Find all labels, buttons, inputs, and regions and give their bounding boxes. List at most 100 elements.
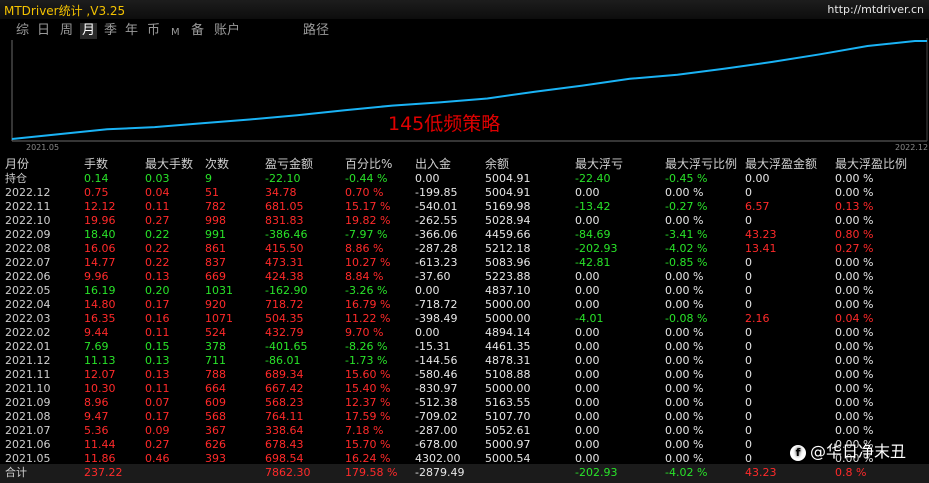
- row-label[interactable]: 2022.10: [5, 214, 51, 227]
- row-label[interactable]: 2022.01: [5, 340, 51, 353]
- header-count[interactable]: 次数: [205, 157, 230, 171]
- cell-max-floating-profit: 0: [745, 270, 752, 283]
- cell-percent: 16.79 %: [345, 298, 391, 311]
- cell-pnl: 831.83: [265, 214, 304, 227]
- watermark: f @华日净末丑: [790, 438, 906, 462]
- website-link[interactable]: http://mtdriver.cn: [827, 3, 924, 16]
- cell-max-floating-profit: 0: [745, 452, 752, 465]
- row-label[interactable]: 2022.07: [5, 256, 51, 269]
- row-label[interactable]: 2021.11: [5, 368, 51, 381]
- row-label[interactable]: 2022.05: [5, 284, 51, 297]
- tab-quarter[interactable]: 季: [104, 23, 118, 38]
- cell-max-floating-loss-pct: 0.00 %: [665, 326, 704, 339]
- header-deposit[interactable]: 出入金: [415, 157, 452, 171]
- cell-deposit: -613.23: [415, 256, 458, 269]
- cell-count: 393: [205, 452, 226, 465]
- tab-overview[interactable]: 综: [16, 23, 30, 38]
- header-max-floating-loss-pct[interactable]: 最大浮亏比例: [665, 157, 738, 171]
- cell-lots: 16.06: [84, 242, 116, 255]
- cell-max-floating-loss: 0.00: [575, 298, 600, 311]
- row-label[interactable]: 2021.07: [5, 424, 51, 437]
- cell-max-lots: 0.17: [145, 298, 170, 311]
- row-label[interactable]: 2022.12: [5, 186, 51, 199]
- cell-max-floating-profit-pct: 0.13 %: [835, 200, 874, 213]
- cell-max-floating-profit: 13.41: [745, 242, 777, 255]
- header-lots[interactable]: 手数: [84, 157, 109, 171]
- cell-max-lots: 0.11: [145, 382, 170, 395]
- header-percent[interactable]: 百分比%: [345, 157, 393, 171]
- cell-percent: 16.24 %: [345, 452, 391, 465]
- row-label[interactable]: 2021.05: [5, 452, 51, 465]
- cell-deposit: 0.00: [415, 326, 440, 339]
- row-label[interactable]: 2022.08: [5, 242, 51, 255]
- total-row-bg: [0, 464, 929, 483]
- tab-note[interactable]: 备: [191, 23, 205, 38]
- row-label[interactable]: 2022.11: [5, 200, 51, 213]
- cell-balance: 5169.98: [485, 200, 531, 213]
- cell-lots: 14.80: [84, 298, 116, 311]
- tab-day[interactable]: 日: [37, 23, 51, 38]
- cell-deposit: -287.28: [415, 242, 458, 255]
- cell-deposit: -580.46: [415, 368, 458, 381]
- row-label[interactable]: 2022.09: [5, 228, 51, 241]
- row-label[interactable]: 2021.10: [5, 382, 51, 395]
- cell-balance: 5212.18: [485, 242, 531, 255]
- chart-title: 145低频策略: [388, 113, 501, 135]
- row-label[interactable]: 2021.12: [5, 354, 51, 367]
- row-label[interactable]: 持仓: [5, 172, 27, 185]
- total-pnl: 7862.30: [265, 466, 311, 479]
- cell-max-floating-profit: 0: [745, 284, 752, 297]
- cell-max-floating-loss-pct: 0.00 %: [665, 396, 704, 409]
- row-label[interactable]: 2022.02: [5, 326, 51, 339]
- cell-balance: 5083.96: [485, 256, 531, 269]
- cell-percent: 9.70 %: [345, 326, 384, 339]
- cell-lots: 5.36: [84, 424, 109, 437]
- cell-lots: 10.30: [84, 382, 116, 395]
- header-max-lots[interactable]: 最大手数: [145, 157, 194, 171]
- cell-lots: 0.75: [84, 186, 109, 199]
- tab-week[interactable]: 周: [60, 23, 74, 38]
- cell-max-floating-loss-pct: 0.00 %: [665, 410, 704, 423]
- row-label[interactable]: 2021.08: [5, 410, 51, 423]
- cell-lots: 7.69: [84, 340, 109, 353]
- row-label[interactable]: 2022.03: [5, 312, 51, 325]
- cell-deposit: 0.00: [415, 284, 440, 297]
- row-label[interactable]: 2022.06: [5, 270, 51, 283]
- header-pnl[interactable]: 盈亏金额: [265, 157, 314, 171]
- row-label[interactable]: 2021.09: [5, 396, 51, 409]
- header-max-floating-loss[interactable]: 最大浮亏: [575, 157, 624, 171]
- header-month[interactable]: 月份: [5, 157, 30, 171]
- tab-currency[interactable]: 币: [147, 23, 161, 38]
- cell-max-floating-profit-pct: 0.00 %: [835, 438, 874, 451]
- equity-line: [11, 40, 927, 140]
- header-max-floating-profit-pct[interactable]: 最大浮盈比例: [835, 157, 908, 171]
- cell-max-floating-profit-pct: 0.00 %: [835, 410, 874, 423]
- cell-pnl: -86.01: [265, 354, 301, 367]
- tab-month[interactable]: 月: [80, 23, 98, 39]
- tab-m[interactable]: M: [171, 27, 180, 38]
- row-label[interactable]: 2022.04: [5, 298, 51, 311]
- cell-max-floating-loss-pct: 0.00 %: [665, 368, 704, 381]
- cell-deposit: -540.01: [415, 200, 458, 213]
- cell-max-floating-profit-pct: 0.00 %: [835, 298, 874, 311]
- cell-percent: 12.37 %: [345, 396, 391, 409]
- cell-max-lots: 0.13: [145, 368, 170, 381]
- cell-percent: 15.40 %: [345, 382, 391, 395]
- tab-account[interactable]: 账户: [214, 23, 241, 38]
- cell-max-lots: 0.11: [145, 200, 170, 213]
- total-max-floating-profit-pct: 0.8 %: [835, 466, 867, 479]
- header-max-floating-profit[interactable]: 最大浮盈金额: [745, 157, 818, 171]
- cell-max-floating-loss: 0.00: [575, 396, 600, 409]
- cell-max-floating-loss-pct: 0.00 %: [665, 340, 704, 353]
- cell-max-floating-loss-pct: -3.41 %: [665, 228, 708, 241]
- cell-max-floating-profit: 43.23: [745, 228, 777, 241]
- cell-deposit: -830.97: [415, 382, 458, 395]
- cell-max-floating-profit-pct: 0.00 %: [835, 214, 874, 227]
- cell-max-floating-loss-pct: 0.00 %: [665, 382, 704, 395]
- tab-year[interactable]: 年: [125, 23, 139, 38]
- tab-path[interactable]: 路径: [303, 23, 330, 38]
- cell-max-lots: 0.15: [145, 340, 170, 353]
- header-balance[interactable]: 余额: [485, 157, 510, 171]
- row-label[interactable]: 2021.06: [5, 438, 51, 451]
- cell-max-floating-loss-pct: 0.00 %: [665, 284, 704, 297]
